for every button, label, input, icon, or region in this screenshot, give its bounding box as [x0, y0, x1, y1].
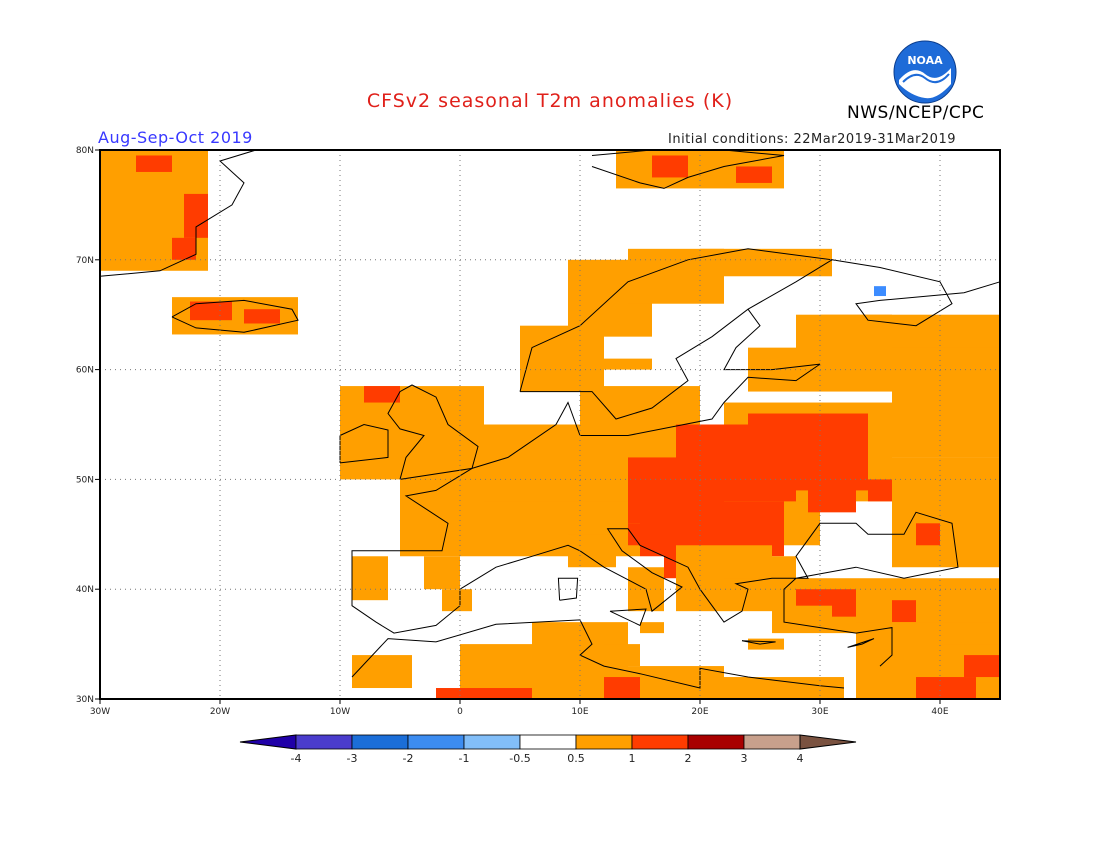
lat-tick-label: 70N — [76, 256, 94, 266]
coastline-segment — [609, 608, 647, 627]
colorbar-swatch — [519, 734, 577, 750]
anomaly-fill-layer — [100, 150, 1000, 699]
lon-tick-label: 20W — [210, 707, 230, 717]
colorbar-label: -2 — [403, 752, 414, 765]
colorbar-label: -0.5 — [509, 752, 530, 765]
colorbar-label: -4 — [291, 752, 302, 765]
coastline-segment — [847, 638, 875, 648]
colorbar-label: 4 — [797, 752, 804, 765]
axis-ticks: 30W 20W 10W 0 10E 20E 30E 40E 30N 40N 50N 60N 70N 80N — [76, 146, 949, 717]
lat-tick-label: 80N — [76, 146, 94, 156]
colorbar-label: 0.5 — [567, 752, 585, 765]
coastline-segment — [351, 467, 959, 667]
forecast-period: Aug-Sep-Oct 2019 — [98, 128, 253, 147]
colorbar-swatch — [407, 734, 465, 750]
noaa-logo-text: NOAA — [907, 54, 943, 67]
colorbar-label: 1 — [629, 752, 636, 765]
map-frame — [99, 149, 1001, 700]
colorbar-label: 3 — [741, 752, 748, 765]
noaa-logo: NOAA — [893, 40, 957, 104]
colorbar-max-arrow — [799, 734, 857, 750]
coastline-layer — [99, 149, 1001, 689]
lat-tick-label: 40N — [76, 585, 94, 595]
lat-tick-label: 60N — [76, 366, 94, 376]
coastline-segment — [471, 308, 821, 469]
colorbar-swatch — [743, 734, 801, 750]
colorbar-swatch — [351, 734, 409, 750]
lat-tick-label: 50N — [76, 475, 94, 485]
coastline-segment — [387, 384, 479, 480]
coastline-segment — [741, 640, 776, 645]
lon-tick-label: 30W — [90, 707, 110, 717]
colorbar-swatch — [687, 734, 745, 750]
lon-tick-label: 10E — [571, 707, 588, 717]
colorbar-swatch — [463, 734, 521, 750]
initial-conditions: Initial conditions: 22Mar2019-31Mar2019 — [668, 132, 956, 147]
lat-tick-label: 30N — [76, 695, 94, 705]
coastline-segment — [351, 619, 845, 689]
colorbar-swatch — [295, 734, 353, 750]
coastline-segment — [99, 149, 257, 277]
colorbar-swatch — [575, 734, 633, 750]
colorbar-label: -3 — [347, 752, 358, 765]
colorbar-label: 2 — [685, 752, 692, 765]
organization-label: NWS/NCEP/CPC — [847, 103, 985, 123]
colorbar-min-arrow — [239, 734, 297, 750]
coastline-segment — [831, 259, 1001, 327]
coastline-segment — [171, 299, 299, 333]
map-title: CFSv2 seasonal T2m anomalies (K) — [366, 90, 734, 112]
colorbar-label: -1 — [459, 752, 470, 765]
lon-tick-label: 20E — [691, 707, 708, 717]
graticule — [100, 150, 1000, 699]
lon-tick-label: 40E — [931, 707, 948, 717]
colorbar-swatch — [631, 734, 689, 750]
lon-tick-label: 0 — [457, 707, 463, 717]
coastline-segment — [557, 577, 579, 601]
lon-tick-label: 30E — [811, 707, 828, 717]
lon-tick-label: 10W — [330, 707, 350, 717]
